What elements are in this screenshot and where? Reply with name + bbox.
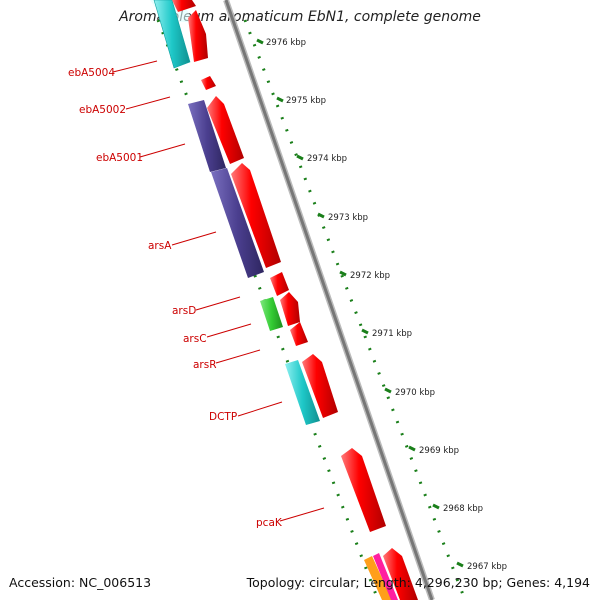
gene-arrow-arsC [290,322,308,346]
feature-cyan-top [153,0,191,69]
gene-label-ebA5002: ebA5002 [79,104,126,116]
gene-label-DCTP: DCTP [209,411,237,423]
gene-arrow-top2 [188,10,208,62]
gene-arrow-pcaK [341,448,386,532]
feature-green-arsD [260,297,283,331]
gene-label-arsD: arsD [172,305,196,317]
reverse-features [153,0,320,425]
scale-label-2975: 2975 kbp [286,96,326,106]
forward-genes [172,0,418,600]
feature-cyan-dctp [285,360,320,425]
scale-label-2969: 2969 kbp [419,446,459,456]
gene-arrow-arsR [302,354,338,418]
gene-label-ebA5001: ebA5001 [96,152,143,164]
gene-label-arsR: arsR [193,359,217,371]
label-leaders [112,60,325,522]
gene-label-arsC: arsC [183,333,207,345]
gene-arrow-ebA5002 [207,96,244,164]
backbone-line [223,0,435,600]
gene-arrow-arsD [280,292,300,326]
feature-magenta-bottom [373,553,398,600]
gene-arrow-ebA5004 [201,76,216,90]
scale-ticks [256,38,464,568]
scale-label-2974: 2974 kbp [307,154,347,164]
gene-label-arsA: arsA [148,240,172,252]
scale-labels: 2976 kbp 2975 kbp 2974 kbp 2973 kbp 2972… [266,38,507,572]
gene-arrow-ebA5001 [231,163,281,268]
gene-label-pcaK: pcaK [256,517,283,529]
outer-dotted-track [243,19,467,600]
feature-purple-arsA [211,168,264,278]
scale-label-2970: 2970 kbp [395,388,435,398]
gene-arrow-top1 [172,0,196,12]
scale-label-2967: 2967 kbp [467,562,507,572]
feature-purple-upper [188,100,226,172]
feature-orange-bottom [364,556,392,600]
map-title: Aromatoleum aromaticum EbN1, complete ge… [119,9,481,25]
gene-labels: ebA5004 ebA5002 ebA5001 arsA arsD arsC a… [68,67,283,529]
accession-text: Accession: NC_006513 [9,575,152,590]
scale-label-2968: 2968 kbp [443,504,483,514]
scale-label-2971: 2971 kbp [372,329,412,339]
gene-arrow-bottom [383,548,418,600]
genome-summary-text: Topology: circular; Length: 4,296,230 bp… [246,575,590,590]
gene-label-ebA5004: ebA5004 [68,67,115,79]
scale-label-2972: 2972 kbp [350,271,390,281]
scale-label-2973: 2973 kbp [328,213,368,223]
gene-arrow-arsA [270,272,289,296]
scale-label-2976: 2976 kbp [266,38,306,48]
